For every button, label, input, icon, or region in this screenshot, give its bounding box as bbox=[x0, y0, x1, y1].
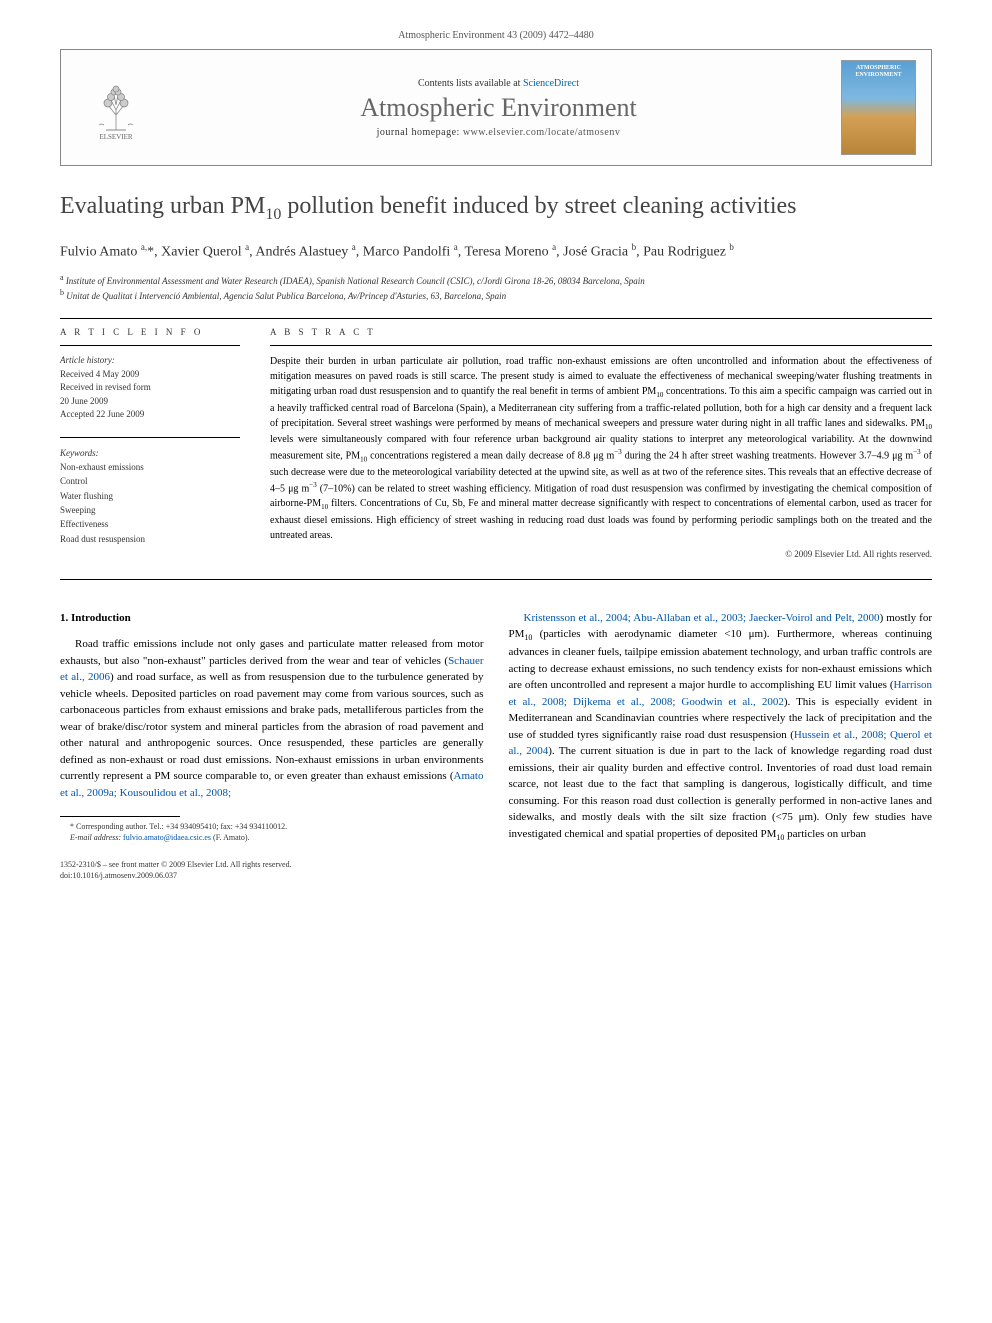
footnote-tel: * Corresponding author. Tel.: +34 934095… bbox=[60, 821, 484, 832]
keyword-3: Water flushing bbox=[60, 489, 240, 503]
cover-label: ATMOSPHERIC ENVIRONMENT bbox=[842, 65, 915, 79]
section-1-title: 1. Introduction bbox=[60, 610, 484, 627]
body-paragraph-2: Kristensson et al., 2004; Abu-Allaban et… bbox=[509, 610, 933, 844]
elsevier-tree-icon: ELSEVIER bbox=[86, 75, 146, 140]
history-received: Received 4 May 2009 bbox=[60, 368, 240, 382]
sciencedirect-link[interactable]: ScienceDirect bbox=[523, 78, 579, 89]
contents-available: Contents lists available at ScienceDirec… bbox=[156, 78, 841, 89]
svg-text:ELSEVIER: ELSEVIER bbox=[99, 133, 132, 140]
separator-line bbox=[60, 318, 932, 319]
affiliation-a: a Institute of Environmental Assessment … bbox=[60, 272, 932, 288]
keyword-5: Effectiveness bbox=[60, 517, 240, 531]
keyword-6: Road dust resuspension bbox=[60, 532, 240, 546]
corresponding-author-footnote: * Corresponding author. Tel.: +34 934095… bbox=[60, 821, 484, 843]
article-title: Evaluating urban PM10 pollution benefit … bbox=[60, 191, 932, 226]
footer-line-1: 1352-2310/$ – see front matter © 2009 El… bbox=[60, 859, 484, 870]
journal-header-center: Contents lists available at ScienceDirec… bbox=[156, 78, 841, 138]
authors-list: Fulvio Amato a,*, Xavier Querol a, André… bbox=[60, 241, 932, 262]
history-revised-1: Received in revised form bbox=[60, 381, 240, 395]
article-info-column: A R T I C L E I N F O Article history: R… bbox=[60, 327, 240, 559]
footer-line-2: doi:10.1016/j.atmosenv.2009.06.037 bbox=[60, 870, 484, 881]
body-paragraph-1: Road traffic emissions include not only … bbox=[60, 636, 484, 801]
journal-reference: Atmospheric Environment 43 (2009) 4472–4… bbox=[60, 30, 932, 41]
footer-issn: 1352-2310/$ – see front matter © 2009 El… bbox=[60, 859, 484, 881]
abstract-copyright: © 2009 Elsevier Ltd. All rights reserved… bbox=[270, 549, 932, 559]
history-label: Article history: bbox=[60, 354, 240, 368]
publisher-logo: ELSEVIER bbox=[76, 75, 156, 140]
keyword-1: Non-exhaust emissions bbox=[60, 460, 240, 474]
info-abstract-row: A R T I C L E I N F O Article history: R… bbox=[60, 327, 932, 559]
abstract-column: A B S T R A C T Despite their burden in … bbox=[270, 327, 932, 559]
keyword-4: Sweeping bbox=[60, 503, 240, 517]
journal-header-box: ELSEVIER Contents lists available at Sci… bbox=[60, 49, 932, 166]
separator-line-2 bbox=[60, 579, 932, 580]
journal-homepage: journal homepage: www.elsevier.com/locat… bbox=[156, 127, 841, 138]
email-link[interactable]: fulvio.amato@idaea.csic.es bbox=[123, 833, 211, 842]
keyword-2: Control bbox=[60, 474, 240, 488]
body-column-left: 1. Introduction Road traffic emissions i… bbox=[60, 610, 484, 881]
info-divider-1 bbox=[60, 345, 240, 346]
keywords-label: Keywords: bbox=[60, 446, 240, 460]
keywords-block: Keywords: Non-exhaust emissions Control … bbox=[60, 446, 240, 547]
abstract-header: A B S T R A C T bbox=[270, 327, 932, 337]
journal-cover-thumbnail: ATMOSPHERIC ENVIRONMENT bbox=[841, 60, 916, 155]
info-divider-2 bbox=[60, 437, 240, 438]
body-columns: 1. Introduction Road traffic emissions i… bbox=[60, 610, 932, 881]
homepage-link[interactable]: www.elsevier.com/locate/atmosenv bbox=[463, 127, 621, 138]
article-info-header: A R T I C L E I N F O bbox=[60, 327, 240, 337]
footnote-divider bbox=[60, 816, 180, 817]
footnote-email: E-mail address: fulvio.amato@idaea.csic.… bbox=[60, 832, 484, 843]
abstract-text: Despite their burden in urban particulat… bbox=[270, 354, 932, 543]
history-revised-2: 20 June 2009 bbox=[60, 395, 240, 409]
journal-name: Atmospheric Environment bbox=[156, 93, 841, 123]
body-column-right: Kristensson et al., 2004; Abu-Allaban et… bbox=[509, 610, 933, 881]
article-history: Article history: Received 4 May 2009 Rec… bbox=[60, 354, 240, 422]
affiliation-b: b Unitat de Qualitat i Intervenció Ambie… bbox=[60, 287, 932, 303]
affiliations: a Institute of Environmental Assessment … bbox=[60, 272, 932, 303]
abstract-divider bbox=[270, 345, 932, 346]
history-accepted: Accepted 22 June 2009 bbox=[60, 408, 240, 422]
